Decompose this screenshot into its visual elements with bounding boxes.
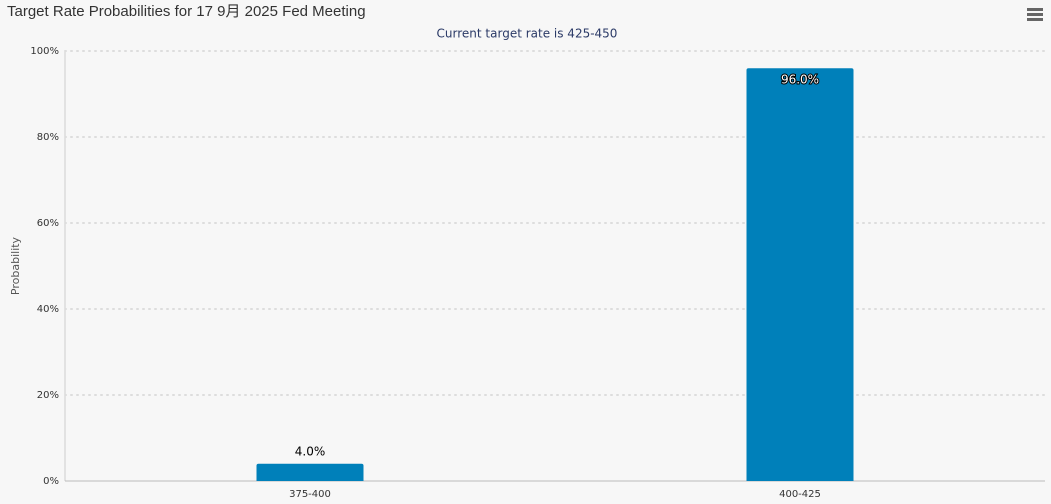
value-label: 96.0% xyxy=(781,73,819,87)
y-tick-label: 40% xyxy=(37,304,59,315)
menu-button[interactable] xyxy=(1027,8,1043,21)
bar xyxy=(746,68,854,481)
chart-title: Target Rate Probabilities for 17 9月 2025… xyxy=(7,3,366,20)
x-tick-label: 375-400 xyxy=(289,489,331,500)
y-tick-label: 20% xyxy=(37,390,59,401)
value-label: 4.0% xyxy=(295,444,326,458)
bar xyxy=(256,463,364,481)
menu-line xyxy=(1027,8,1043,11)
y-tick-label: 0% xyxy=(43,476,59,487)
y-tick-label: 100% xyxy=(30,46,59,57)
chart-subtitle: Current target rate is 425-450 xyxy=(437,27,618,41)
x-tick-label: 400-425 xyxy=(779,489,821,500)
y-axis-label: Probability xyxy=(9,236,22,295)
y-tick-label: 60% xyxy=(37,218,59,229)
menu-line xyxy=(1027,13,1043,16)
y-tick-label: 80% xyxy=(37,132,59,143)
menu-line xyxy=(1027,18,1043,21)
